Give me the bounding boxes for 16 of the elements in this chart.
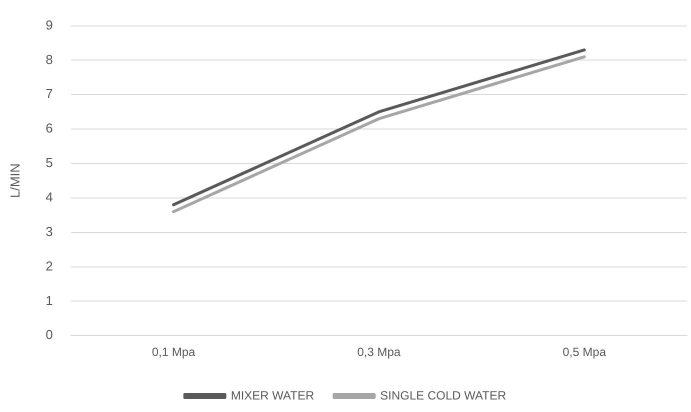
y-axis-title: L/MIN bbox=[7, 163, 22, 198]
y-tick-label: 6 bbox=[46, 120, 53, 136]
y-tick-label: 7 bbox=[46, 86, 53, 102]
legend-label: SINGLE COLD WATER bbox=[380, 388, 507, 402]
x-tick-label: 0,1 Mpa bbox=[152, 345, 196, 360]
y-tick-label: 8 bbox=[46, 52, 53, 67]
y-tick-label: 0 bbox=[46, 327, 53, 342]
y-tick-label: 3 bbox=[46, 224, 53, 239]
y-tick-label: 4 bbox=[46, 189, 53, 204]
x-tick-label: 0,3 Mpa bbox=[357, 345, 401, 360]
y-tick-label: 2 bbox=[46, 258, 53, 274]
x-tick-label: 0,5 Mpa bbox=[562, 345, 606, 360]
y-tick-label: 5 bbox=[46, 155, 53, 170]
y-tick-label: 1 bbox=[46, 292, 53, 308]
y-tick-label: 9 bbox=[46, 17, 53, 32]
legend-label: MIXER WATER bbox=[230, 388, 314, 402]
